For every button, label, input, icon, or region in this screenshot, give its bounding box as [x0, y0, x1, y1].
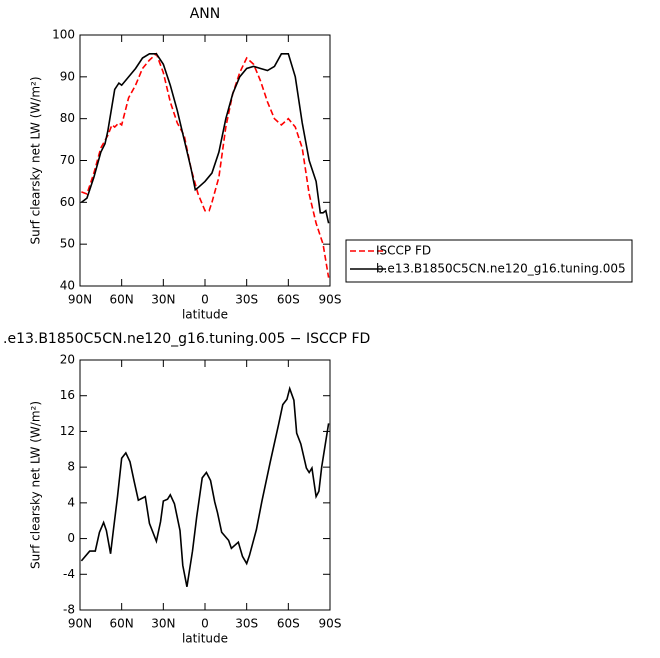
data-line: [80, 53, 330, 224]
plot-frame: [79, 34, 331, 287]
chart-title: .e13.B1850C5CN.ne120_g16.tuning.005 − IS…: [3, 331, 370, 347]
y-tick-label: 4: [67, 495, 75, 509]
x-tick-label: 60S: [277, 617, 300, 631]
data-line: [81, 52, 330, 278]
x-tick-label: 90N: [68, 293, 92, 307]
legend: ISCCP FD b.e13.B1850C5CN.ne120_g16.tuning…: [345, 239, 633, 283]
y-tick-label: 8: [67, 460, 75, 474]
x-tick-label: 30N: [151, 617, 175, 631]
x-tick-label: 60N: [110, 293, 134, 307]
y-tick-label: 100: [52, 28, 75, 42]
y-tick-label: 20: [60, 353, 75, 367]
x-tick-label: 30S: [235, 293, 258, 307]
y-tick-label: 70: [60, 153, 75, 167]
panel: .e13.B1850C5CN.ne120_g16.tuning.005 − IS…: [3, 331, 370, 646]
y-tick-label: 90: [60, 69, 75, 83]
x-tick-label: 0: [201, 617, 209, 631]
x-axis-label: latitude: [182, 308, 228, 322]
x-tick-label: 90S: [319, 293, 342, 307]
x-axis-label: latitude: [182, 632, 228, 646]
data-line: [80, 385, 330, 587]
legend-label: ISCCP FD: [376, 244, 431, 258]
y-tick-label: 80: [60, 111, 75, 125]
y-tick-label: 12: [60, 424, 75, 438]
y-axis-label: Surf clearsky net LW (W/m²): [29, 76, 43, 244]
x-tick-label: 60S: [277, 293, 300, 307]
x-tick-label: 0: [201, 293, 209, 307]
y-tick-label: -8: [63, 603, 75, 617]
x-tick-label: 60N: [110, 617, 134, 631]
x-tick-label: 30S: [235, 617, 258, 631]
y-tick-label: 50: [60, 237, 75, 251]
x-tick-label: 90S: [319, 617, 342, 631]
y-tick-label: 60: [60, 195, 75, 209]
legend-label: b.e13.B1850C5CN.ne120_g16.tuning.005: [376, 262, 626, 276]
y-tick-label: -4: [63, 567, 75, 581]
y-tick-label: 16: [60, 388, 75, 402]
x-tick-label: 90N: [68, 617, 92, 631]
legend-box: [345, 239, 633, 283]
panel: ANN 90N 60N 30N 0 30S 60S 90S 40 50 60 70 80 90 100 lat…: [29, 6, 633, 322]
y-tick-label: 40: [60, 279, 75, 293]
y-tick-label: 0: [67, 531, 75, 545]
chart-title: ANN: [190, 6, 221, 22]
x-tick-label: 30N: [151, 293, 175, 307]
y-axis-label: Surf clearsky net LW (W/m²): [29, 401, 43, 569]
